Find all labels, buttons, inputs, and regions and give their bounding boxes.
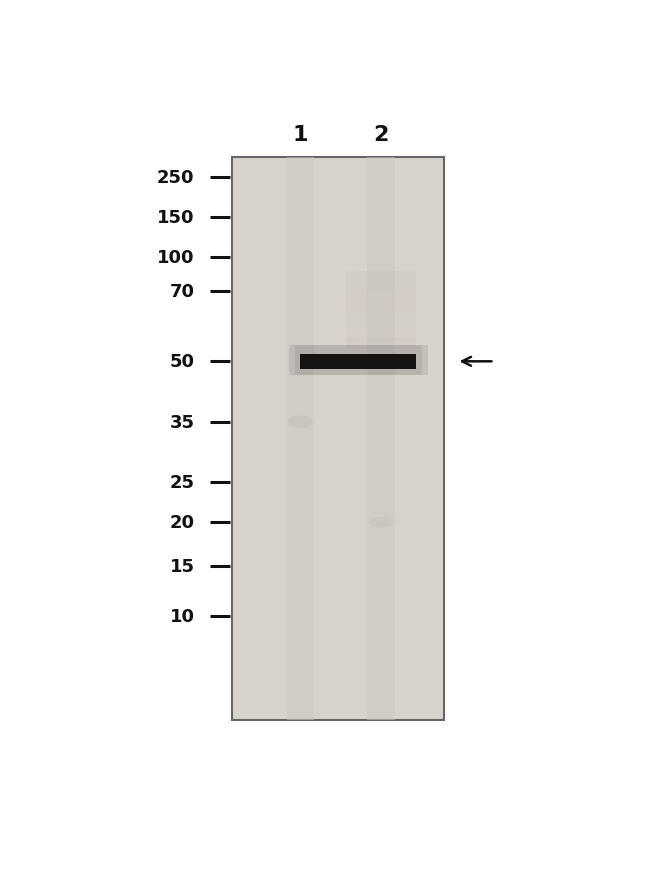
Text: 25: 25 [170, 474, 194, 491]
Text: 50: 50 [170, 353, 194, 371]
Bar [346, 292, 416, 312]
Bar [300, 355, 416, 369]
Bar [346, 328, 416, 342]
Text: 10: 10 [170, 607, 194, 625]
Text: 20: 20 [170, 514, 194, 532]
Bar [346, 271, 416, 292]
Text: 35: 35 [170, 413, 194, 431]
Text: 100: 100 [157, 249, 194, 267]
Text: 1: 1 [292, 124, 308, 144]
Text: 250: 250 [157, 169, 194, 187]
Bar [233, 158, 444, 720]
Bar [367, 158, 395, 720]
Ellipse shape [369, 517, 393, 527]
Bar [289, 346, 428, 375]
Bar [346, 312, 416, 328]
Bar [287, 158, 314, 720]
Ellipse shape [288, 416, 313, 428]
Bar [346, 338, 416, 348]
Text: 70: 70 [170, 282, 194, 301]
Text: 15: 15 [170, 557, 194, 575]
Text: 150: 150 [157, 209, 194, 227]
Bar [294, 346, 422, 375]
Text: 2: 2 [373, 124, 389, 144]
